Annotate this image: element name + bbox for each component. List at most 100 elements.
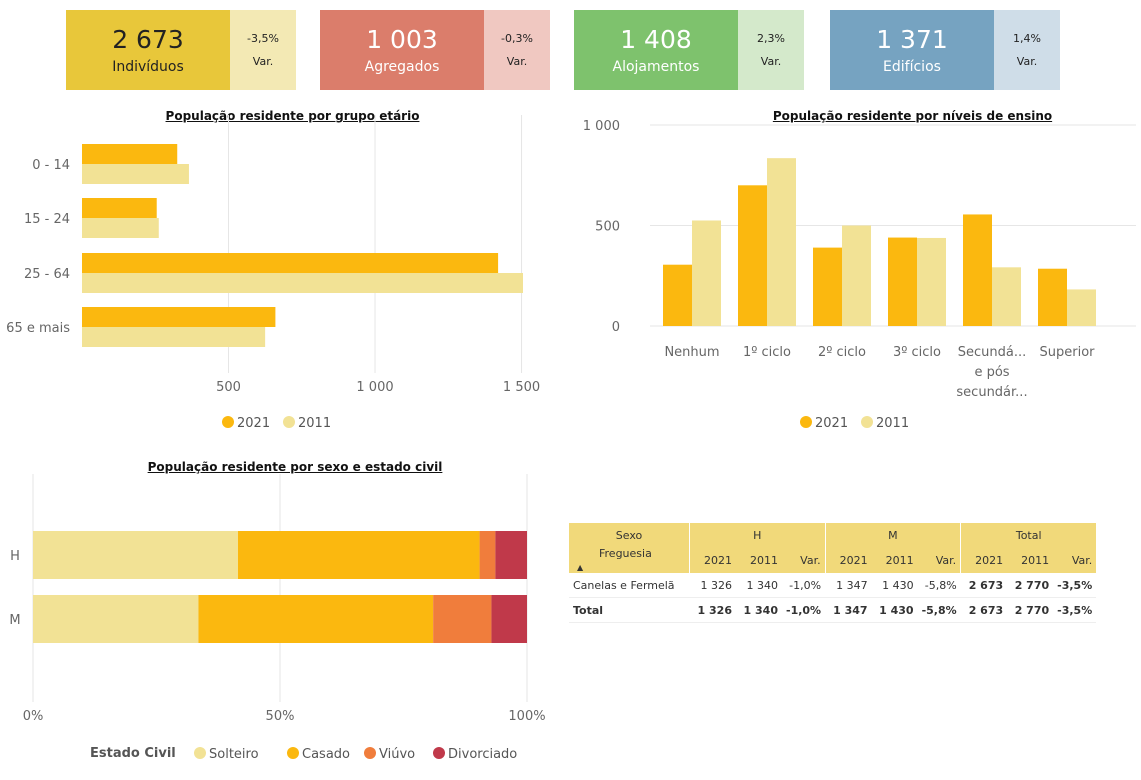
legend-label: Viúvo <box>379 747 415 762</box>
kpi-value: 1 371 <box>876 25 948 54</box>
y-tick-label: 1 000 <box>583 119 620 134</box>
education-chart[interactable]: 0 500 1 000 Nenhum 1º ciclo 2º ciclo 3º ciclo S… <box>566 95 1141 445</box>
bar-2011 <box>917 237 946 326</box>
kpi-variation-label: Var. <box>1016 55 1038 68</box>
table-cell: 1 340 <box>736 597 782 623</box>
kpi-alojamentos-main: 1 408 Alojamentos <box>574 10 738 90</box>
x-tick-label: secundár... <box>956 385 1027 400</box>
kpi-edificios[interactable]: 1 371 Edifícios 1,4% Var. <box>830 10 1060 90</box>
bar-Casado <box>238 531 480 579</box>
legend-title: Estado Civil <box>90 746 176 761</box>
x-tick-label: 1 000 <box>356 380 393 395</box>
kpi-variation-value: 1,4% <box>1013 32 1041 45</box>
kpi-variation: -3,5% Var. <box>230 10 296 90</box>
table-col-header[interactable]: Var. <box>917 547 961 573</box>
table-col-header[interactable]: 2021 <box>689 547 736 573</box>
freguesia-label: Freguesia <box>599 547 652 560</box>
legend-marker <box>283 416 295 428</box>
bar-2021 <box>738 185 767 326</box>
table-col-header[interactable]: 2021 <box>824 547 872 573</box>
table-cell: 1 347 <box>825 597 872 623</box>
bar-2011 <box>1067 289 1096 326</box>
age-group-chart[interactable]: 500 1 000 1 500 0 - 14 15 - 24 25 - 64 65 e ma… <box>0 95 560 445</box>
legend-marker <box>287 747 299 759</box>
kpi-individuos-main: 2 673 Indivíduos <box>66 10 230 90</box>
education-chart-title: População residente por níveis de ensino <box>772 109 1053 123</box>
kpi-variation-value: 2,3% <box>757 32 785 45</box>
table-cell: 1 430 <box>871 573 918 598</box>
population-table: Sexo H M Total Freguesia ▲ 2021 2011 Var. 2… <box>569 523 1097 623</box>
kpi-variation-label: Var. <box>252 55 274 68</box>
table-col-header[interactable]: Var. <box>1053 547 1097 573</box>
bar-2021 <box>1038 268 1067 326</box>
table-cell: 2 770 <box>1007 573 1054 598</box>
x-tick-label: Nenhum <box>664 345 719 360</box>
y-tick-label: 0 <box>612 320 620 335</box>
bar-Viúvo <box>479 531 496 579</box>
kpi-label: Indivíduos <box>112 59 184 75</box>
table-cell: 2 673 <box>960 573 1008 598</box>
kpi-value: 1 003 <box>366 25 438 54</box>
kpi-value: 1 408 <box>620 25 692 54</box>
legend-label: 2021 <box>815 416 848 431</box>
bar-2011 <box>82 327 266 347</box>
table-cell: 2 673 <box>960 597 1008 623</box>
x-tick-label: 1º ciclo <box>743 345 791 360</box>
table-group-m: M <box>824 523 961 547</box>
legend-marker <box>433 747 445 759</box>
x-tick-label: 50% <box>266 709 295 724</box>
kpi-variation: -0,3% Var. <box>484 10 550 90</box>
table-cell: 1 347 <box>825 573 872 598</box>
table-cell: -3,5% <box>1053 597 1097 623</box>
kpi-variation-label: Var. <box>760 55 782 68</box>
x-tick-label: 100% <box>508 709 545 724</box>
table-header-freguesia[interactable]: Freguesia ▲ <box>569 547 690 573</box>
bar-2021 <box>82 198 157 218</box>
bar-2021 <box>813 247 842 326</box>
bar-Casado <box>198 595 434 643</box>
legend-label: 2011 <box>876 416 909 431</box>
kpi-edificios-main: 1 371 Edifícios <box>830 10 994 90</box>
x-tick-label: 500 <box>216 380 241 395</box>
table-header-sexo: Sexo <box>569 523 690 547</box>
kpi-agregados[interactable]: 1 003 Agregados -0,3% Var. <box>320 10 550 90</box>
table-col-header[interactable]: 2011 <box>736 547 782 573</box>
x-tick-label: e pós <box>974 365 1009 380</box>
legend-marker <box>800 416 812 428</box>
y-tick-label: 500 <box>595 220 620 235</box>
kpi-variation: 2,3% Var. <box>738 10 804 90</box>
kpi-variation-value: -3,5% <box>247 32 279 45</box>
bar-2011 <box>82 273 523 293</box>
kpi-individuos[interactable]: 2 673 Indivíduos -3,5% Var. <box>66 10 296 90</box>
table-cell: -1,0% <box>782 597 826 623</box>
sort-asc-icon[interactable]: ▲ <box>577 563 584 572</box>
table-col-header[interactable]: 2011 <box>871 547 918 573</box>
row-name: Canelas e Fermelã <box>569 573 690 598</box>
y-tick-label: 0 - 14 <box>32 158 70 173</box>
table-col-header[interactable]: Var. <box>782 547 826 573</box>
bar-2011 <box>692 220 721 326</box>
age-chart-title: População residente por grupo etário <box>165 109 420 123</box>
legend-marker <box>861 416 873 428</box>
bar-2011 <box>767 158 796 326</box>
bar-2021 <box>82 253 499 273</box>
y-tick-label: 15 - 24 <box>24 212 70 227</box>
kpi-value: 2 673 <box>112 25 184 54</box>
table-cell: -3,5% <box>1053 573 1097 598</box>
bar-Viúvo <box>433 595 492 643</box>
table-cell: 1 430 <box>871 597 918 623</box>
y-tick-label: 65 e mais <box>6 321 70 336</box>
bar-2021 <box>888 237 917 326</box>
kpi-label: Edifícios <box>883 59 941 75</box>
x-tick-label: 0% <box>23 709 44 724</box>
kpi-alojamentos[interactable]: 1 408 Alojamentos 2,3% Var. <box>574 10 804 90</box>
table-col-header[interactable]: 2011 <box>1007 547 1054 573</box>
table-row: Canelas e Fermelã 1 326 1 340 -1,0% 1 347 1 4… <box>569 573 1097 598</box>
y-tick-label: M <box>9 613 20 628</box>
bar-2021 <box>82 307 276 327</box>
table-col-header[interactable]: 2021 <box>960 547 1008 573</box>
bar-Solteiro <box>33 531 239 579</box>
table-cell: 1 326 <box>689 597 736 623</box>
bar-Divorciado <box>491 595 527 643</box>
civil-status-chart[interactable]: 0% 50% 100% H M Estado Civil Solteiro Casado Viú… <box>0 470 560 770</box>
